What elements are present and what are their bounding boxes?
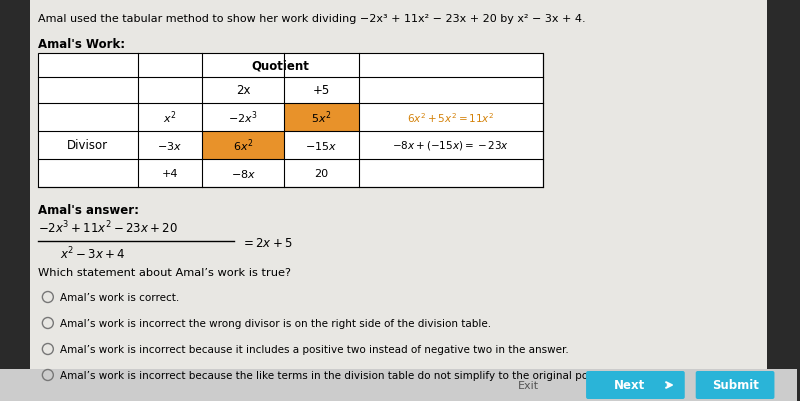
Text: Amal’s work is correct.: Amal’s work is correct.: [60, 292, 179, 302]
Bar: [284, 104, 359, 132]
Text: $x^2$: $x^2$: [163, 109, 177, 126]
Bar: [202, 132, 284, 160]
Text: Quotient: Quotient: [252, 59, 310, 72]
Text: Amal’s work is incorrect the wrong divisor is on the right side of the division : Amal’s work is incorrect the wrong divis…: [60, 318, 491, 328]
Text: $6x^2 + 5x^2 = 11x^2$: $6x^2 + 5x^2 = 11x^2$: [407, 111, 494, 125]
Text: Next: Next: [614, 379, 645, 391]
Text: Exit: Exit: [518, 380, 539, 390]
Text: Amal's answer:: Amal's answer:: [38, 203, 139, 217]
Text: 2x: 2x: [236, 84, 250, 97]
Text: Amal’s work is incorrect because it includes a positive two instead of negative : Amal’s work is incorrect because it incl…: [60, 344, 569, 354]
Text: $-2x^3$: $-2x^3$: [228, 109, 258, 126]
Bar: [0, 369, 798, 401]
Text: Submit: Submit: [712, 379, 758, 391]
Text: $6x^2$: $6x^2$: [233, 138, 254, 154]
FancyBboxPatch shape: [696, 371, 774, 399]
Text: $-8x + (-15x) = -23x$: $-8x + (-15x) = -23x$: [393, 139, 510, 152]
Text: $-15x$: $-15x$: [306, 140, 338, 152]
Text: Amal used the tabular method to show her work dividing −2x³ + 11x² − 23x + 20 by: Amal used the tabular method to show her…: [38, 14, 586, 24]
Text: $5x^2$: $5x^2$: [311, 109, 331, 126]
Text: +4: +4: [162, 168, 178, 178]
Text: $x^2 - 3x + 4$: $x^2 - 3x + 4$: [60, 245, 126, 262]
Text: Amal's Work:: Amal's Work:: [38, 38, 125, 51]
Text: +5: +5: [313, 84, 330, 97]
Text: Amal’s work is incorrect because the like terms in the division table do not sim: Amal’s work is incorrect because the lik…: [60, 370, 636, 380]
Text: $-2x^3 + 11x^2 - 23x + 20$: $-2x^3 + 11x^2 - 23x + 20$: [38, 219, 178, 236]
FancyBboxPatch shape: [586, 371, 685, 399]
Text: 20: 20: [314, 168, 329, 178]
Bar: [38, 54, 543, 188]
Text: $-3x$: $-3x$: [158, 140, 182, 152]
Text: Which statement about Amal’s work is true?: Which statement about Amal’s work is tru…: [38, 267, 291, 277]
Text: Divisor: Divisor: [67, 139, 108, 152]
Text: $= 2x + 5$: $= 2x + 5$: [242, 237, 293, 249]
Text: $-8x$: $-8x$: [230, 168, 256, 180]
